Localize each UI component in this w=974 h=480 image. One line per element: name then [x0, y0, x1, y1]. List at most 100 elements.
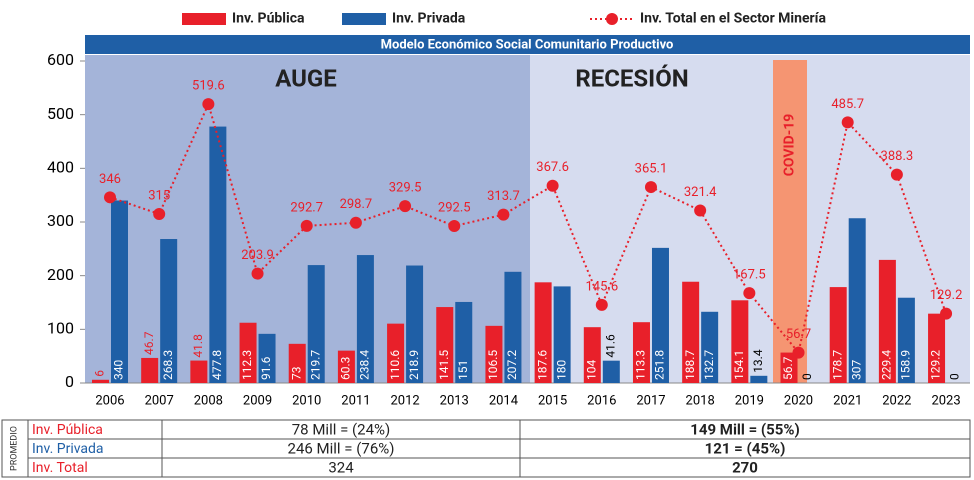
bar-label: 219.7	[308, 350, 322, 380]
bar	[406, 265, 424, 383]
bar-label: 151	[456, 360, 470, 380]
bar	[190, 360, 208, 383]
bar	[239, 322, 257, 383]
bar	[436, 307, 454, 383]
table-cell: 246 Mill = (76%)	[288, 439, 395, 457]
total-label: 388.3	[881, 149, 914, 164]
x-tick-label: 2009	[243, 393, 272, 408]
y-tick-label: 200	[47, 265, 74, 284]
x-tick-label: 2016	[587, 393, 616, 408]
bar	[485, 325, 503, 383]
bar-label: 13.4	[751, 349, 765, 373]
table-cell: 121 = (45%)	[705, 439, 786, 457]
bar-label: 104	[584, 360, 598, 380]
total-label: 129.2	[930, 288, 963, 303]
table-cell: 149 Mill = (55%)	[690, 420, 799, 438]
total-point	[792, 346, 805, 359]
total-point	[743, 287, 756, 300]
bar-label: 251.8	[653, 350, 667, 380]
bar	[731, 300, 749, 383]
bar-label: 0	[948, 373, 962, 380]
bar-label: 56.7	[781, 356, 795, 380]
bar-label: 132.7	[702, 350, 716, 380]
bar-label: 188.7	[683, 350, 697, 380]
banner-text: Modelo Económico Social Comunitario Prod…	[381, 37, 674, 52]
bar	[455, 301, 473, 383]
bar-label: 73	[289, 367, 303, 381]
bar-label: 180	[554, 360, 568, 380]
x-tick-label: 2020	[784, 393, 813, 408]
bar	[160, 239, 178, 383]
x-tick-label: 2018	[686, 393, 715, 408]
bar	[534, 282, 552, 383]
x-tick-label: 2007	[145, 393, 174, 408]
total-label: 519.6	[192, 79, 225, 94]
bar-label: 218.9	[407, 350, 421, 380]
x-tick-label: 2019	[735, 393, 764, 408]
bar-label: 268.3	[161, 350, 175, 380]
bar	[307, 265, 325, 383]
bar-label: 238.4	[358, 350, 372, 380]
bar	[682, 281, 700, 383]
total-point	[153, 207, 166, 220]
bar-label: 41.6	[603, 334, 617, 358]
total-label: 145.6	[585, 279, 618, 294]
bar	[829, 287, 847, 383]
total-label: 367.6	[536, 160, 569, 175]
bar	[111, 200, 128, 383]
bar-label: 154.1	[732, 350, 746, 380]
bar	[92, 379, 109, 383]
x-tick-label: 2013	[440, 393, 469, 408]
x-tick-label: 2021	[833, 393, 862, 408]
bar	[583, 327, 601, 383]
x-tick-label: 2015	[538, 393, 567, 408]
total-point	[497, 208, 510, 221]
total-label: 56.7	[786, 327, 811, 342]
bar	[632, 322, 650, 383]
table-cell: 270	[732, 458, 758, 476]
bar-label: 307	[849, 360, 863, 380]
bar-label: 129.2	[929, 350, 943, 380]
total-point	[546, 179, 559, 192]
bar	[258, 333, 276, 383]
total-label: 313.7	[487, 189, 520, 204]
covid-region	[773, 60, 807, 383]
legend-label: Inv. Privada	[392, 11, 466, 27]
bar-label: 0	[800, 373, 814, 380]
x-tick-label: 2008	[194, 393, 223, 408]
y-tick-label: 100	[47, 319, 74, 338]
table-cell: 78 Mill = (24%)	[292, 420, 391, 438]
row-label: Inv. Total	[32, 460, 88, 476]
bar-label: 112.3	[240, 350, 254, 380]
bar	[504, 271, 522, 383]
total-label: 292.5	[438, 200, 471, 215]
bar-label: 340	[112, 360, 126, 380]
bar	[141, 357, 159, 383]
total-point	[104, 191, 116, 204]
total-label: 203.9	[241, 248, 274, 263]
bar	[878, 259, 896, 383]
annotation: RECESIÓN	[575, 64, 688, 92]
row-label: Inv. Privada	[32, 441, 104, 457]
bar	[288, 343, 306, 383]
table-cell: 324	[328, 458, 354, 476]
total-point	[399, 200, 412, 213]
bar-label: 477.8	[210, 350, 224, 380]
total-label: 298.7	[340, 197, 373, 212]
bar-label: 110.6	[388, 350, 402, 380]
bar-label: 207.2	[505, 350, 519, 380]
x-tick-label: 2022	[882, 393, 911, 408]
table-border	[1, 419, 971, 478]
total-point	[251, 267, 264, 280]
y-tick-label: 400	[47, 158, 74, 177]
bar-label: 41.8	[191, 334, 205, 358]
total-label: 365.1	[635, 162, 668, 177]
total-point	[940, 307, 953, 320]
bar	[553, 286, 571, 383]
x-tick-label: 2012	[390, 393, 419, 408]
bar-label: 106.5	[486, 350, 500, 380]
y-tick-label: 600	[47, 50, 74, 69]
total-point	[841, 116, 854, 129]
x-tick-label: 2023	[931, 393, 960, 408]
bar	[387, 323, 405, 383]
